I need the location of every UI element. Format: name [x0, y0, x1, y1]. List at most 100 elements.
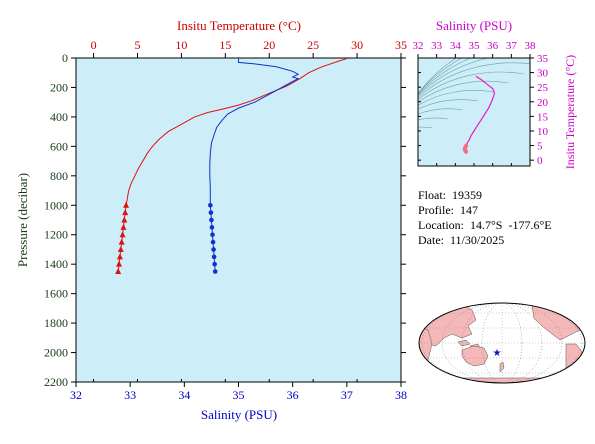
profile-number: Profile: 147 — [418, 203, 478, 217]
profile-chart: 0 5 10 15 20 25 30 35 32 33 34 35 36 37 38 0 200 400 600 80… — [15, 18, 407, 422]
ts-axis-ticks — [417, 54, 534, 166]
temperature-tick-label: 35 — [395, 38, 407, 52]
temperature-marker — [123, 201, 130, 208]
star-icon: ★ — [493, 348, 502, 359]
ts-salinity-tick-label: 36 — [487, 40, 499, 52]
temperature-tick-label: 0 — [91, 38, 97, 52]
antarctica — [423, 377, 581, 383]
ts-temperature-tick-label: 0 — [537, 155, 543, 167]
temperature-tick-label: 15 — [219, 38, 231, 52]
float-id: Float: 19359 — [418, 188, 483, 202]
temperature-tick-label: 5 — [134, 38, 140, 52]
profile-series — [115, 58, 347, 275]
salinity-marker — [209, 225, 215, 230]
salinity-marker — [211, 254, 217, 260]
temperature-tick-label: 30 — [351, 38, 363, 52]
salinity-marker — [212, 261, 217, 267]
ts-temperature-tick-label: 25 — [537, 82, 549, 94]
salinity-marker — [212, 269, 218, 274]
ts-temperature-tick-label: 10 — [537, 126, 549, 138]
temperature-marker — [117, 245, 124, 252]
ts-diagram: 32 33 34 35 36 37 38 0 5 10 15 20 25 30 35 Salinity (P… — [413, 18, 578, 169]
ts-salinity-tick-label: 32 — [413, 40, 424, 52]
profile-axis-ticks — [71, 53, 406, 387]
ts-tick-labels: 32 33 34 35 36 37 38 0 5 10 15 20 25 30 35 — [413, 40, 549, 167]
ts-plot-area — [418, 58, 530, 166]
ts-top-axis-title: Salinity (PSU) — [436, 18, 512, 33]
density-contour — [418, 117, 448, 121]
profile-tick-labels: 0 5 10 15 20 25 30 35 32 33 34 35 36 37 38 0 200 400 600 80… — [44, 38, 407, 402]
pressure-tick-label: 0 — [62, 51, 68, 65]
temperature-marker — [115, 268, 122, 275]
salinity-tick-label: 33 — [124, 388, 136, 402]
ts-salinity-tick-label: 33 — [431, 40, 443, 52]
temperature-marker — [122, 209, 129, 216]
density-contour — [418, 99, 479, 110]
profile-plot-area — [75, 57, 402, 383]
salinity-tick-label: 37 — [341, 388, 353, 402]
pressure-tick-label: 600 — [50, 139, 68, 153]
salinity-marker — [210, 232, 215, 238]
salinity-tick-label: 32 — [70, 388, 82, 402]
density-contour — [418, 108, 463, 115]
salinity-marker — [208, 202, 213, 208]
pressure-tick-label: 2000 — [44, 346, 68, 360]
salinity-marker — [208, 210, 214, 215]
temperature-tick-label: 20 — [263, 38, 275, 52]
density-contour — [418, 71, 524, 100]
salinity-marker — [209, 217, 214, 223]
temperature-marker — [121, 216, 128, 223]
temperature-tick-label: 10 — [175, 38, 187, 52]
ts-temperature-tick-label: 20 — [537, 97, 549, 109]
ts-salinity-tick-label: 37 — [506, 40, 518, 52]
ts-temperature-tick-label: 35 — [537, 53, 549, 65]
temperature-marker — [120, 223, 127, 230]
density-contour — [418, 58, 490, 97]
pressure-tick-label: 1000 — [44, 198, 68, 212]
pressure-tick-label: 2200 — [44, 375, 68, 389]
pressure-tick-label: 400 — [50, 110, 68, 124]
temperature-marker — [116, 253, 123, 260]
ts-temperature-tick-label: 30 — [537, 68, 549, 80]
temperature-tick-label: 25 — [307, 38, 319, 52]
density-contours — [418, 58, 530, 129]
location: Location: 14.7°S -177.6°E — [418, 218, 552, 232]
world-map: ★ — [418, 302, 586, 384]
ts-salinity-tick-label: 34 — [450, 40, 462, 52]
pressure-tick-label: 200 — [50, 80, 68, 94]
salinity-tick-label: 38 — [395, 388, 407, 402]
density-contour — [418, 126, 433, 129]
ts-temperature-tick-label: 15 — [537, 111, 549, 123]
pressure-tick-label: 1200 — [44, 228, 68, 242]
pressure-tick-label: 1800 — [44, 316, 68, 330]
south-america-landmass — [565, 343, 583, 379]
salinity-tick-label: 34 — [178, 388, 190, 402]
salinity-tick-label: 35 — [233, 388, 245, 402]
density-contour — [418, 62, 530, 98]
ts-temperature-tick-label: 5 — [537, 141, 543, 153]
salinity-marker — [211, 247, 216, 252]
pressure-tick-label: 1400 — [44, 257, 68, 271]
temperature-marker — [116, 260, 123, 267]
density-contour — [418, 58, 457, 95]
ts-right-axis-title: Insitu Temperature (°C) — [563, 55, 577, 169]
ts-salinity-tick-label: 38 — [525, 40, 537, 52]
date: Date: 11/30/2025 — [418, 233, 505, 247]
salinity-marker — [210, 239, 216, 245]
bottom-axis-title: Salinity (PSU) — [201, 407, 277, 422]
pressure-tick-label: 1600 — [44, 287, 68, 301]
ts-deep-point — [463, 149, 468, 154]
top-axis-title: Insitu Temperature (°C) — [177, 18, 301, 33]
ts-series — [462, 75, 496, 154]
temperature-marker — [119, 231, 126, 238]
ts-salinity-tick-label: 35 — [469, 40, 481, 52]
float-info: Float: 19359 Profile: 147 Location: 14.7… — [418, 188, 552, 248]
pressure-tick-label: 800 — [50, 169, 68, 183]
salinity-line — [209, 58, 300, 272]
density-contour — [418, 90, 494, 106]
salinity-tick-label: 36 — [287, 388, 299, 402]
left-axis-title: Pressure (decibar) — [15, 173, 30, 267]
map-meridian — [421, 303, 583, 383]
temperature-marker — [118, 238, 125, 245]
